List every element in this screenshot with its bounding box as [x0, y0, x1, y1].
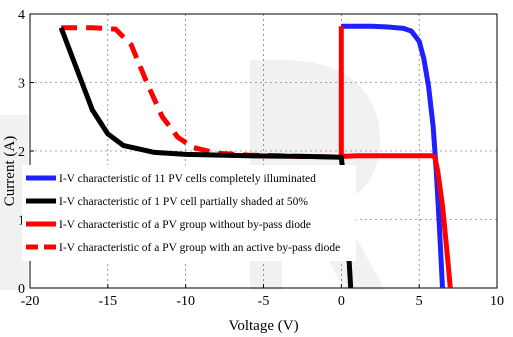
- y-tick-label: 3: [18, 77, 25, 92]
- legend-label-3: I-V characteristic of a PV group without…: [59, 219, 311, 231]
- y-axis-label: Current (A): [2, 136, 18, 206]
- tick-layer: -20 -15 -10 -5 0 5 10 0 1 2 3 4: [18, 8, 504, 309]
- legend-label-4: I-V characteristic of a PV group with an…: [59, 242, 340, 254]
- x-tick-label: -20: [21, 294, 40, 309]
- legend: I-V characteristic of 11 PV cells comple…: [22, 165, 356, 261]
- x-tick-label: -10: [176, 294, 195, 309]
- y-tick-label: 0: [18, 282, 25, 297]
- x-tick-label: -5: [258, 294, 270, 309]
- x-tick-label: -15: [98, 294, 117, 309]
- legend-box: [22, 165, 356, 261]
- y-tick-label: 4: [18, 8, 25, 23]
- x-tick-label: 10: [490, 294, 504, 309]
- x-tick-label: 0: [338, 294, 345, 309]
- legend-label-1: I-V characteristic of 11 PV cells comple…: [59, 173, 316, 185]
- x-axis-label: Voltage (V): [228, 318, 298, 334]
- legend-label-2: I-V characteristic of 1 PV cell partiall…: [59, 196, 308, 208]
- series-line-3: [338, 26, 453, 289]
- series-layer: [58, 23, 453, 289]
- y-tick-label: 2: [18, 145, 25, 160]
- y-tick-label: 1: [18, 214, 25, 229]
- x-tick-label: 5: [416, 294, 423, 309]
